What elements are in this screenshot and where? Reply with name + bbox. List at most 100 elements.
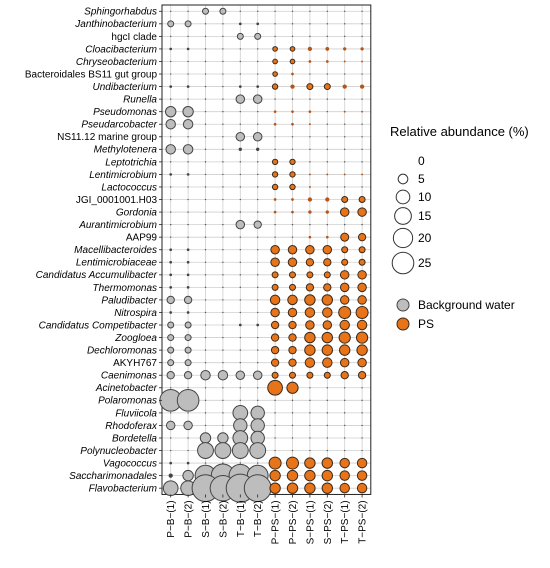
bubble [309,399,311,402]
bubble [306,83,314,91]
bubble [165,144,176,155]
bubble [358,246,366,254]
legend-group-label: Background water [418,298,515,312]
bubble [186,311,190,314]
taxon-label: Dechloromonas [87,346,157,357]
bubble [169,461,173,465]
bubble [169,85,173,88]
bubble [307,46,313,52]
bubble [326,35,328,38]
bubble [291,35,294,38]
bubble [291,198,294,201]
bubble [168,473,173,478]
bubble [170,211,172,213]
bubble [187,10,189,12]
bubble [308,60,312,63]
bubble [222,73,224,75]
bubble [274,449,276,452]
bubble [305,283,315,292]
bubble [325,197,330,202]
taxon-label: Polynucleobacter [80,446,157,457]
sample-label: P−B−(1) [166,500,177,537]
bubble [322,244,333,255]
bubble [235,370,246,380]
bubble [165,420,176,431]
bubble [274,148,276,151]
bubble [272,58,278,65]
bubble [187,186,189,188]
bubble [186,273,190,277]
taxon-label: Chryseobacterium [76,57,157,68]
bubble [169,311,173,314]
bubble [170,236,172,238]
bubble [169,173,173,176]
bubble [186,47,190,51]
bubble [270,345,280,355]
bubble [204,361,207,364]
bubble [204,336,207,339]
bubble [257,349,259,351]
bubble [309,412,311,414]
bubble [356,482,368,494]
bubble [170,98,172,100]
bubble [204,412,207,414]
bubble [289,371,296,379]
bubble [341,196,349,204]
taxon-label: AKYH767 [113,358,157,369]
bubble [304,294,316,306]
legend-group-keys: Background water PS [396,298,515,331]
bubble [170,387,172,389]
bubble [204,60,207,63]
bubble [239,211,241,213]
bubble [257,48,259,50]
bubble [256,85,260,88]
bubble [204,311,207,314]
bubble [186,286,190,289]
legend-size-circle [395,189,411,205]
bubble [222,286,224,289]
bubble [361,161,363,163]
bubble [326,73,328,75]
bubble [257,462,259,464]
bubble [309,10,311,12]
bubble [257,249,259,251]
bubble [289,158,296,166]
bubble [238,147,242,151]
bubble [239,60,241,63]
bubble [222,261,224,263]
bubble [169,248,173,252]
bubble [250,418,265,433]
bubble [239,10,241,12]
bubble [361,173,364,176]
bubble [323,283,332,292]
bubble [344,412,346,414]
bubble [219,7,227,15]
bubble [204,299,207,301]
bubble [356,470,368,481]
bubble [182,144,194,155]
legend-size-circle [394,207,412,225]
bubble [222,311,224,314]
bubble [309,424,311,427]
bubble [323,258,332,267]
bubble [270,244,280,255]
bubble [222,274,224,276]
bubble [167,359,175,367]
bubble [239,173,241,176]
bubble [286,469,299,482]
bubble [204,462,207,464]
bubble [200,369,211,381]
taxon-label: Lentimicrobium [89,170,157,181]
bubble [309,148,311,151]
sample-label: S−B−(2) [218,500,229,537]
bubble [187,211,189,213]
bubble [343,47,347,51]
bubble [257,198,259,201]
bubble [305,244,315,255]
bubble [257,186,259,188]
bubble [204,136,207,138]
bubble [274,424,276,427]
bubble [341,246,349,254]
bubble [344,123,346,125]
legend-size-label: 20 [418,231,432,245]
